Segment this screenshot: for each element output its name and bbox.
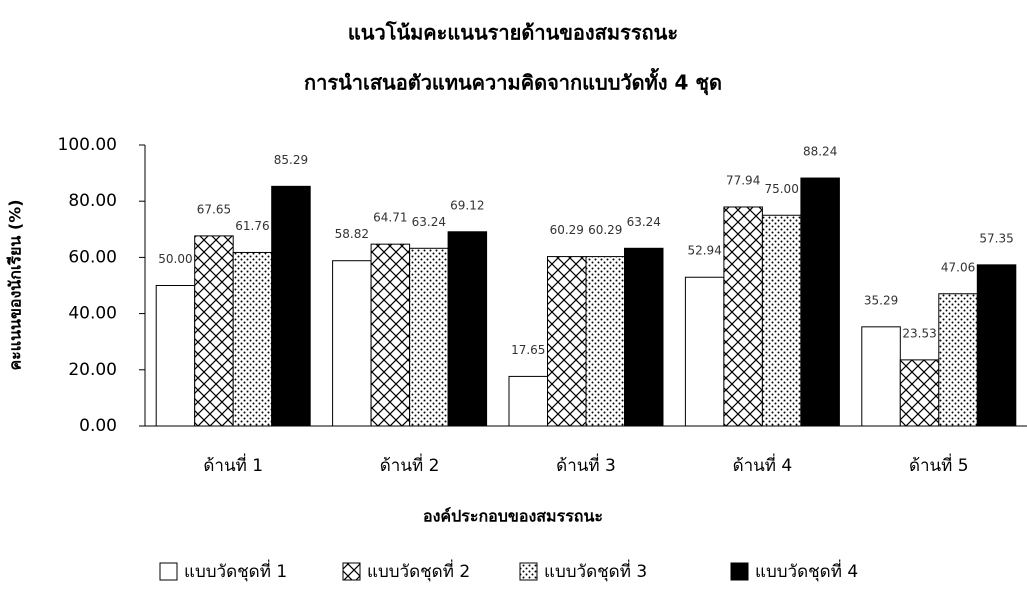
- y-tick-label: 60.00: [68, 247, 117, 267]
- chart: แนวโน้มคะแนนรายด้านของสมรรถนะ การนำเสนอต…: [0, 0, 1027, 610]
- legend-label: แบบวัดชุดที่ 3: [544, 559, 647, 582]
- bar: [233, 252, 272, 426]
- value-label: 60.29: [550, 223, 584, 237]
- value-label: 61.76: [235, 219, 269, 233]
- bar: [410, 248, 449, 426]
- bar: [272, 186, 311, 426]
- legend-swatch: [731, 563, 748, 580]
- value-label: 88.24: [803, 145, 837, 159]
- value-label: 52.94: [687, 244, 721, 258]
- value-label: 35.29: [864, 293, 898, 307]
- value-label: 69.12: [450, 198, 484, 212]
- value-label: 67.65: [197, 202, 231, 216]
- bar: [862, 327, 901, 426]
- bar: [801, 178, 840, 426]
- chart-title: แนวโน้มคะแนนรายด้านของสมรรถนะ: [348, 21, 678, 45]
- value-label: 75.00: [764, 182, 798, 196]
- value-label: 63.24: [412, 215, 446, 229]
- bar: [333, 261, 372, 426]
- value-label: 85.29: [274, 153, 308, 167]
- x-tick-label: ด้านที่ 2: [380, 453, 440, 476]
- x-tick-label: ด้านที่ 3: [556, 453, 616, 476]
- value-label: 23.53: [902, 326, 936, 340]
- y-tick-label: 0.00: [79, 416, 117, 436]
- value-label: 64.71: [373, 211, 407, 225]
- value-label: 58.82: [335, 227, 369, 241]
- bar: [371, 244, 410, 426]
- bar: [762, 215, 801, 426]
- value-label: 60.29: [588, 223, 622, 237]
- bar: [724, 207, 763, 426]
- chart-subtitle: การนำเสนอตัวแทนความคิดจากแบบวัดทั้ง 4 ชุ…: [304, 68, 722, 96]
- y-tick-label: 80.00: [68, 191, 117, 211]
- value-label: 63.24: [627, 215, 661, 229]
- y-tick-label: 20.00: [68, 360, 117, 380]
- y-tick-label: 40.00: [68, 304, 117, 324]
- value-label: 77.94: [726, 173, 760, 187]
- bar: [625, 248, 664, 426]
- x-tick-label: ด้านที่ 1: [203, 453, 263, 476]
- bar: [900, 360, 939, 426]
- bar: [548, 257, 587, 426]
- value-label: 47.06: [941, 260, 975, 274]
- bar: [939, 294, 978, 426]
- bar: [509, 376, 548, 426]
- bar: [195, 236, 234, 426]
- legend-swatch: [343, 563, 360, 580]
- value-label: 17.65: [511, 343, 545, 357]
- legend-label: แบบวัดชุดที่ 2: [367, 559, 470, 582]
- value-label: 57.35: [979, 231, 1013, 245]
- y-axis-label: คะแนนของนักเรียน (%): [6, 199, 25, 370]
- bar: [685, 277, 724, 426]
- legend-swatch: [520, 563, 537, 580]
- value-label: 50.00: [158, 252, 192, 266]
- x-tick-label: ด้านที่ 4: [733, 453, 793, 476]
- bar: [977, 265, 1016, 426]
- x-axis-label: องค์ประกอบของสมรรถนะ: [423, 507, 603, 526]
- legend-label: แบบวัดชุดที่ 1: [184, 559, 287, 582]
- y-tick-label: 100.00: [58, 135, 117, 155]
- bar: [448, 232, 487, 426]
- legend-label: แบบวัดชุดที่ 4: [755, 559, 858, 582]
- bar: [156, 286, 195, 427]
- x-tick-label: ด้านที่ 5: [909, 453, 969, 476]
- legend-swatch: [160, 563, 177, 580]
- bar: [586, 257, 625, 426]
